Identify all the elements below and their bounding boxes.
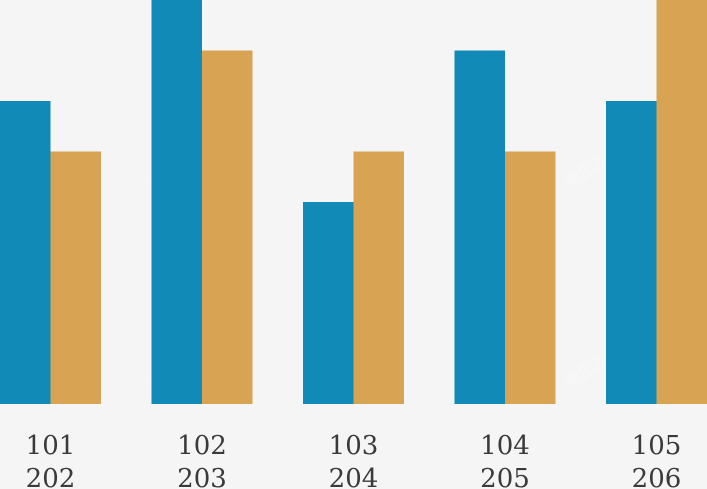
category-label-3-line-2: 204 (329, 464, 379, 489)
bars-group (0, 0, 707, 404)
category-label-3-line-1: 103 (329, 431, 379, 461)
watermark-text-3: 新图网 (562, 150, 613, 190)
category-label-1-line-2: 202 (26, 464, 76, 489)
bar-series-2-category-1 (50, 151, 101, 404)
category-label-4-line-1: 104 (480, 431, 530, 461)
watermark-text-6: 新图网 (562, 350, 613, 390)
bar-series-2-category-2 (202, 50, 253, 404)
category-labels-group: 101 202 102 203 103 204 104 205 105 206 (26, 431, 682, 489)
category-label-5-line-2: 206 (632, 464, 682, 489)
bar-series-1-category-5 (606, 101, 657, 404)
category-label-2-line-1: 102 (177, 431, 227, 461)
bar-series-1-category-3 (303, 202, 354, 404)
bar-series-1-category-4 (454, 50, 505, 404)
category-label-4-line-2: 205 (480, 464, 530, 489)
bar-series-1-category-1 (0, 101, 51, 404)
category-label-2-line-2: 203 (177, 464, 227, 489)
category-label-1-line-1: 101 (26, 431, 76, 461)
category-label-5-line-1: 105 (632, 431, 682, 461)
bar-series-2-category-4 (505, 151, 556, 404)
bar-series-2-category-5 (656, 0, 707, 404)
bar-series-1-category-2 (151, 0, 202, 404)
bar-series-2-category-3 (353, 151, 404, 404)
